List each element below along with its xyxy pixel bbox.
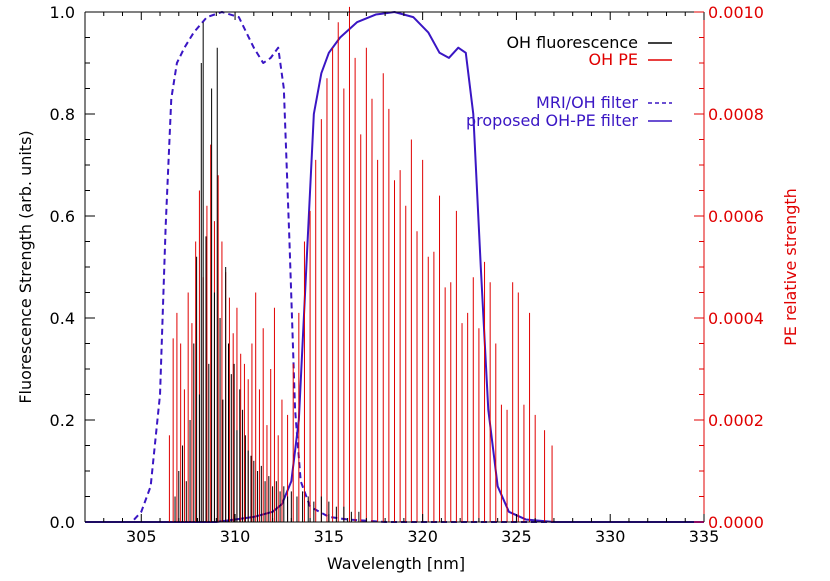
y2-axis-title: PE relative strength — [781, 188, 800, 346]
x-tick-label: 335 — [689, 527, 720, 546]
ticks: 305 310 315 320 325 330 335 0.0 0.2 0.4 0.6 0.8 1.0 0… — [50, 3, 764, 546]
y-tick-label: 1.0 — [50, 3, 75, 22]
y-tick-label: 0.6 — [50, 207, 75, 226]
fluorescence-sticks — [174, 22, 360, 522]
x-tick-label: 305 — [126, 527, 157, 546]
y-tick-label: 0.8 — [50, 105, 75, 124]
legend-label-proposed_oh_pe_filter: proposed OH-PE filter — [466, 111, 638, 130]
y2-tick-label: 0.0010 — [708, 3, 764, 22]
x-tick-label: 310 — [220, 527, 251, 546]
y-tick-label: 0.0 — [50, 513, 75, 532]
legend-label-oh_pe: OH PE — [589, 50, 638, 69]
y2-tick-label: 0.0004 — [708, 309, 764, 328]
y-tick-label: 0.2 — [50, 411, 75, 430]
x-tick-label: 320 — [407, 527, 438, 546]
x-tick-label: 315 — [314, 527, 345, 546]
y2-tick-label: 0.0006 — [708, 207, 764, 226]
x-tick-label: 325 — [501, 527, 532, 546]
pe-sticks — [168, 6, 553, 522]
legend-label-oh_fluorescence: OH fluorescence — [506, 33, 638, 52]
x-tick-label: 330 — [595, 527, 626, 546]
y-tick-label: 0.4 — [50, 309, 75, 328]
x-axis-title: Wavelength [nm] — [327, 554, 465, 573]
y2-tick-label: 0.0000 — [708, 513, 764, 532]
y-axis-title: Fluorescence Strength (arb. units) — [16, 130, 35, 403]
y2-tick-label: 0.0008 — [708, 105, 764, 124]
legend-label-mri_oh_filter: MRI/OH filter — [536, 93, 638, 112]
y2-tick-label: 0.0002 — [708, 411, 764, 430]
